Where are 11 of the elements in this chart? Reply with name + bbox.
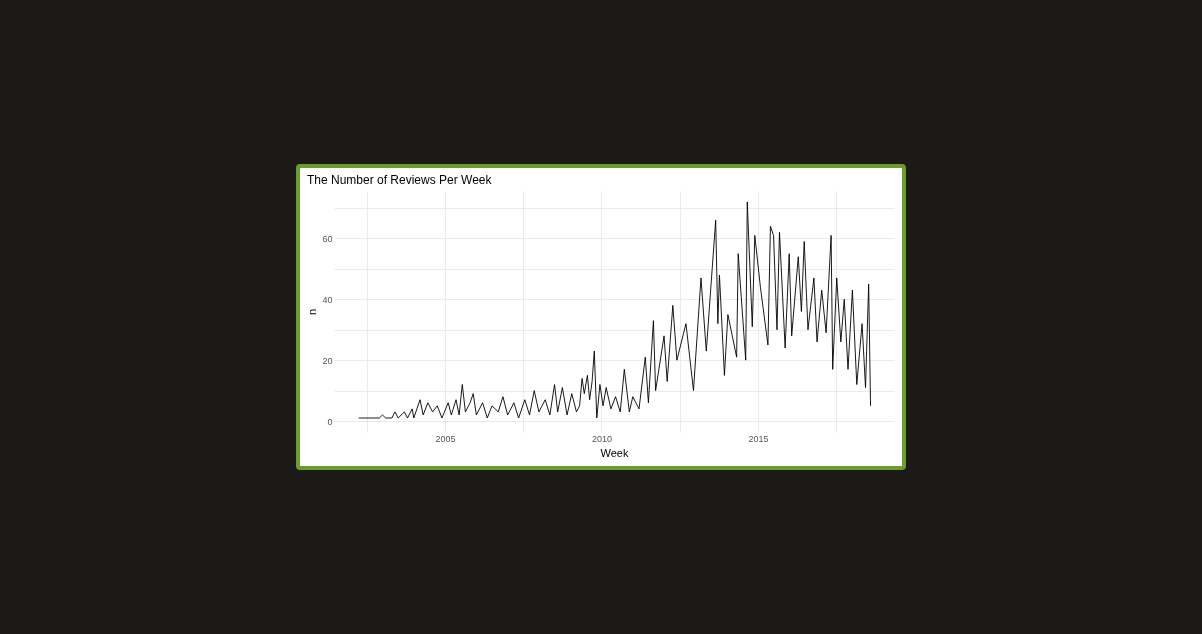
line-series bbox=[358, 201, 871, 419]
y-tick-label: 0 bbox=[327, 416, 333, 427]
x-axis-title: Week bbox=[600, 446, 629, 459]
x-tick-label: 2015 bbox=[748, 433, 769, 444]
x-tick-label: 2010 bbox=[591, 433, 612, 444]
y-tick-label: 20 bbox=[322, 355, 333, 366]
y-tick-label: 40 bbox=[322, 294, 333, 305]
x-tick-label: 2005 bbox=[435, 433, 456, 444]
y-axis-title: n bbox=[306, 308, 319, 316]
y-tick-label: 60 bbox=[322, 233, 333, 244]
chart-title: The Number of Reviews Per Week bbox=[306, 173, 493, 187]
